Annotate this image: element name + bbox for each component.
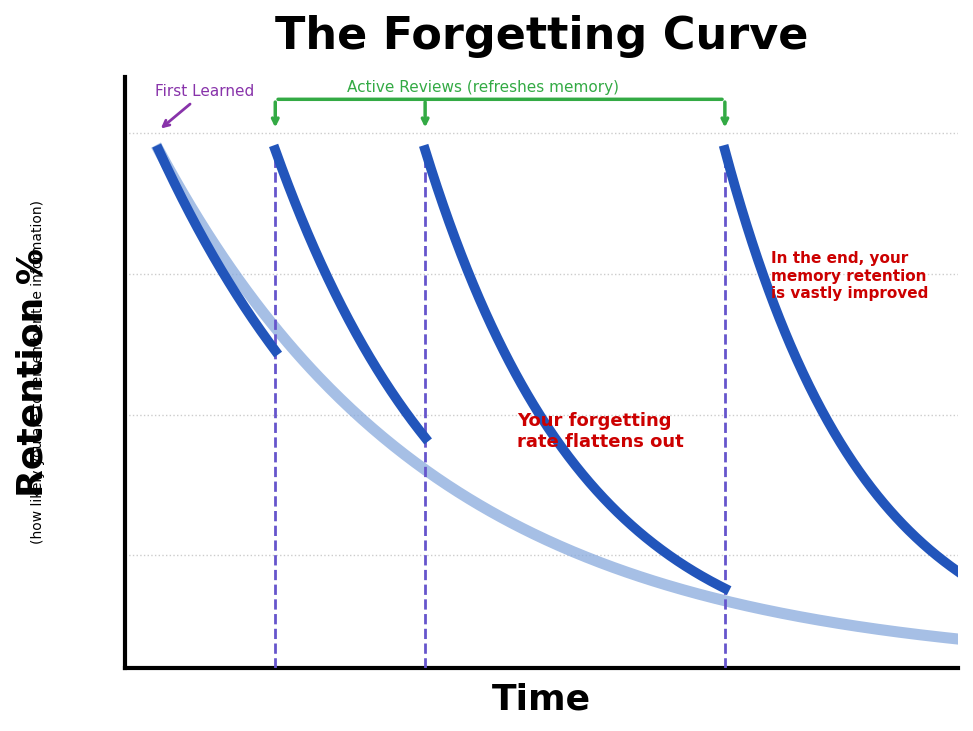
- Text: First Learned: First Learned: [155, 85, 254, 126]
- Text: (how likely you are to remember the information): (how likely you are to remember the info…: [31, 200, 45, 545]
- X-axis label: Time: Time: [492, 682, 592, 716]
- Y-axis label: Retention %: Retention %: [15, 248, 49, 497]
- Text: Active Reviews (refreshes memory): Active Reviews (refreshes memory): [347, 80, 620, 95]
- Text: In the end, your
memory retention
is vastly improved: In the end, your memory retention is vas…: [771, 251, 928, 301]
- Title: The Forgetting Curve: The Forgetting Curve: [275, 15, 809, 58]
- Text: Your forgetting
rate flattens out: Your forgetting rate flattens out: [517, 412, 683, 451]
